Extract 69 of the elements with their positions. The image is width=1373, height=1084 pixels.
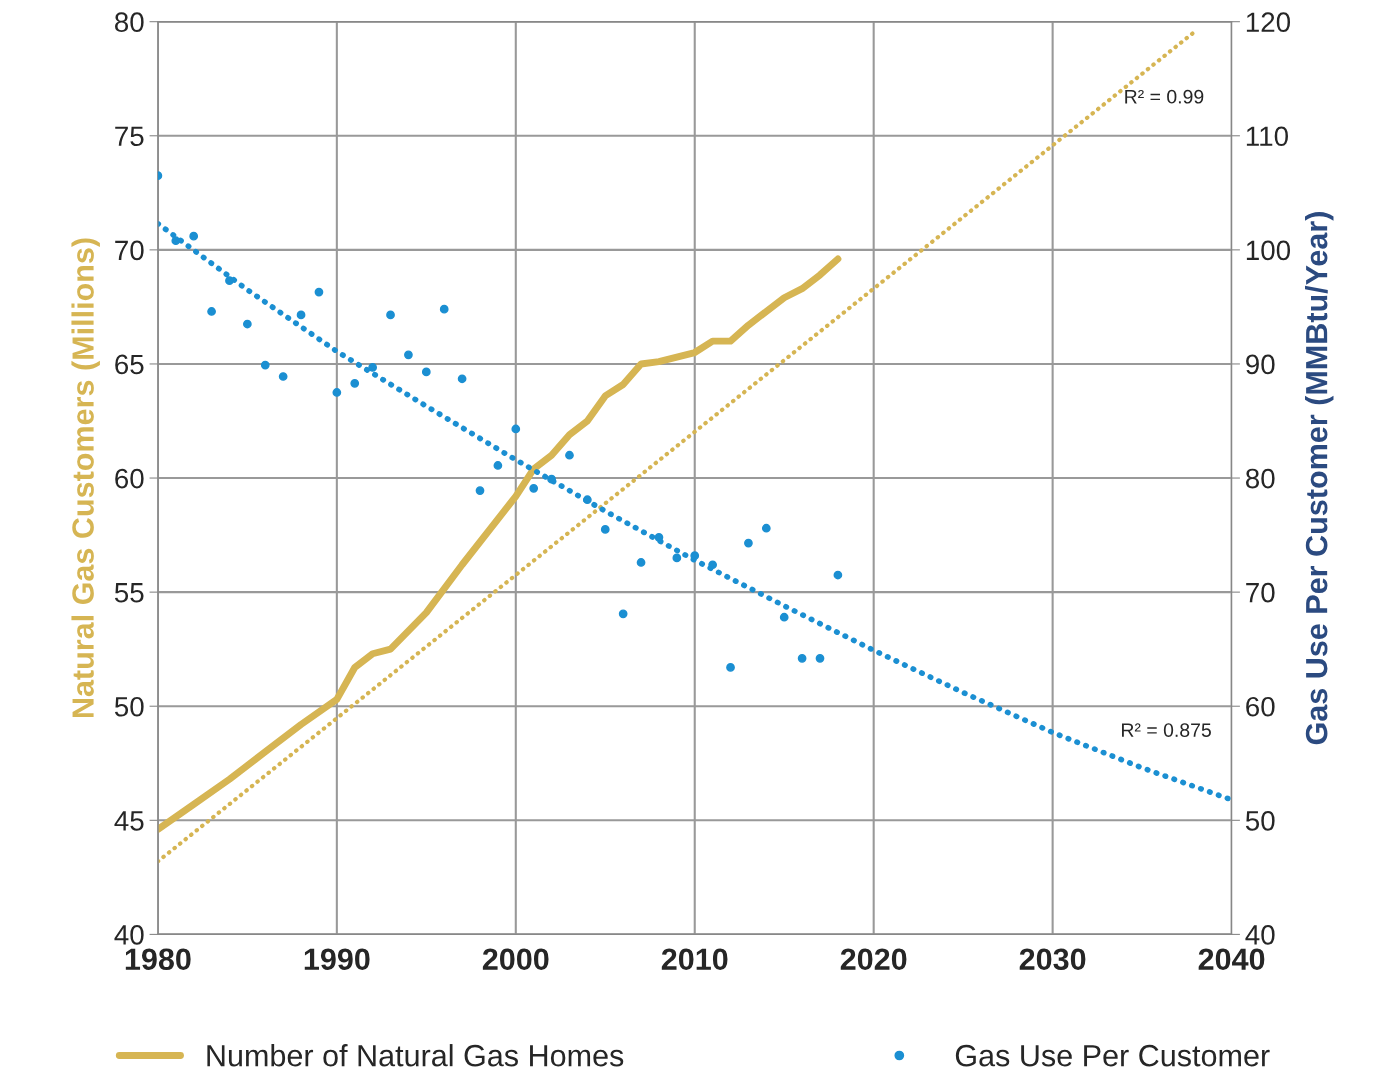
y2-tick-label: 60 — [1246, 696, 1275, 717]
point — [207, 307, 216, 316]
annotation: R² = 0.99 — [1125, 89, 1204, 104]
x-tick-label: 2040 — [1198, 948, 1265, 971]
point — [833, 570, 843, 580]
y2-tick-label: 120 — [1246, 12, 1291, 33]
x-tick-label: 1990 — [304, 948, 370, 971]
y-tick-label: 45 — [114, 811, 144, 831]
point — [493, 461, 503, 470]
point — [761, 523, 771, 533]
point — [171, 236, 181, 246]
y2-tick-label: 90 — [1246, 354, 1275, 375]
point — [260, 360, 270, 370]
y2-tick-label: 50 — [1245, 810, 1275, 831]
point — [314, 287, 324, 297]
point — [690, 551, 700, 560]
annotation: R² = 0.875 — [1122, 723, 1211, 737]
x-tick-label: 1980 — [125, 948, 191, 971]
y-axis-title: Natural Gas Customers (Millions) — [71, 238, 100, 718]
point — [547, 474, 556, 484]
y-tick-label: 40 — [114, 925, 144, 945]
point — [582, 495, 592, 505]
y2-tick-label: 80 — [1245, 468, 1275, 489]
point — [421, 367, 431, 377]
point — [797, 653, 807, 663]
legend-label: Gas Use Per Customer — [955, 1044, 1270, 1067]
point — [815, 653, 825, 663]
y2-tick-label: 40 — [1245, 925, 1275, 945]
point — [439, 304, 449, 314]
y2-tick-label: 70 — [1246, 582, 1275, 603]
point — [350, 378, 360, 388]
legend-label: Number of Natural Gas Homes — [207, 1044, 624, 1067]
point — [404, 350, 413, 360]
point — [242, 319, 252, 329]
y-tick-label: 70 — [115, 240, 144, 261]
point — [278, 372, 288, 381]
point — [296, 310, 306, 320]
y2-tick-label: 100 — [1246, 240, 1291, 261]
x-tick-label: 2010 — [661, 948, 728, 971]
point — [189, 231, 199, 241]
y-tick-label: 55 — [114, 583, 144, 603]
point — [225, 276, 234, 286]
point — [726, 663, 735, 672]
x-tick-label: 2030 — [1019, 948, 1086, 971]
point — [636, 558, 646, 567]
point — [386, 310, 395, 320]
point — [565, 450, 574, 460]
point — [708, 560, 718, 570]
point — [654, 533, 664, 542]
y2-axis-title: Gas Use Per Customer (MMBtu/Year) — [1305, 212, 1334, 745]
point — [618, 609, 628, 619]
y-tick-label: 60 — [115, 468, 144, 489]
y-tick-label: 80 — [115, 12, 144, 33]
point — [600, 525, 610, 534]
point — [511, 424, 521, 434]
y2-tick-label: 110 — [1246, 126, 1288, 147]
y-tick-label: 50 — [114, 696, 144, 717]
x-tick-label: 2020 — [840, 948, 907, 971]
point — [475, 486, 485, 495]
point — [368, 363, 378, 372]
y-tick-label: 75 — [115, 126, 144, 147]
y-tick-label: 65 — [115, 354, 144, 375]
x-tick-label: 2000 — [482, 948, 549, 971]
point — [779, 612, 789, 622]
point — [672, 553, 682, 563]
point — [529, 483, 539, 493]
point — [744, 538, 753, 548]
point — [457, 374, 467, 384]
point — [332, 388, 342, 397]
